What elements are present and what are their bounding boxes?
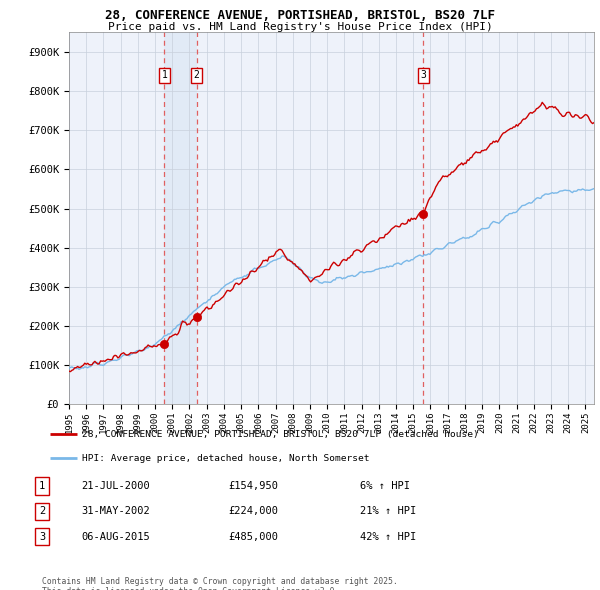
Text: £485,000: £485,000: [228, 532, 278, 542]
Bar: [164, 32, 197, 404]
Text: 28, CONFERENCE AVENUE, PORTISHEAD, BRISTOL, BS20 7LF: 28, CONFERENCE AVENUE, PORTISHEAD, BRIST…: [105, 9, 495, 22]
Text: 3: 3: [39, 532, 45, 542]
Text: 06-AUG-2015: 06-AUG-2015: [81, 532, 150, 542]
Text: 28, CONFERENCE AVENUE, PORTISHEAD, BRISTOL, BS20 7LF (detached house): 28, CONFERENCE AVENUE, PORTISHEAD, BRIST…: [82, 430, 479, 439]
Text: 21% ↑ HPI: 21% ↑ HPI: [360, 506, 416, 516]
Text: Contains HM Land Registry data © Crown copyright and database right 2025.
This d: Contains HM Land Registry data © Crown c…: [42, 577, 398, 590]
Text: Price paid vs. HM Land Registry's House Price Index (HPI): Price paid vs. HM Land Registry's House …: [107, 22, 493, 32]
Text: £224,000: £224,000: [228, 506, 278, 516]
Text: 2: 2: [194, 70, 199, 80]
Text: £154,950: £154,950: [228, 481, 278, 491]
Text: 1: 1: [39, 481, 45, 491]
Text: 6% ↑ HPI: 6% ↑ HPI: [360, 481, 410, 491]
Text: 31-MAY-2002: 31-MAY-2002: [81, 506, 150, 516]
Text: 3: 3: [421, 70, 427, 80]
Text: 42% ↑ HPI: 42% ↑ HPI: [360, 532, 416, 542]
Text: 1: 1: [161, 70, 167, 80]
Text: HPI: Average price, detached house, North Somerset: HPI: Average price, detached house, Nort…: [82, 454, 370, 463]
Text: 2: 2: [39, 506, 45, 516]
Text: 21-JUL-2000: 21-JUL-2000: [81, 481, 150, 491]
